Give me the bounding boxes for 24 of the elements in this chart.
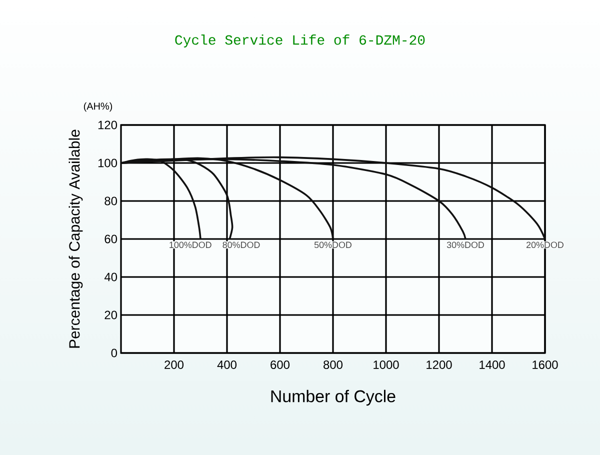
x-axis-title: Number of Cycle [271,390,396,406]
y-tick-label: 80 [104,196,118,206]
x-tick-label: 200 [164,360,184,369]
y-tick-label: 40 [104,272,118,282]
x-tick-label: 1400 [480,360,505,369]
text: (AH%) [84,102,112,112]
x-tick-label: 1600 [532,360,558,369]
y-tick-label: 100 [98,158,118,168]
y-tick-label: 20 [104,310,118,320]
x-tick-label: 600 [270,360,290,369]
x-tick-label: 800 [324,360,343,369]
x-tick-label: 400 [217,360,237,369]
series-label: 30%DOD [446,242,484,248]
series-label: 100%DOD [170,242,212,248]
series-label: 20%DOD [526,242,564,248]
y-tick-label: 60 [104,234,118,244]
chart-title: Cycle Service Life of 6-DZM-20 [175,34,425,48]
x-tick-label: 1000 [374,360,399,369]
x-tick-label: 1200 [426,360,452,369]
series-label: 50%DOD [314,242,352,248]
y-tick-label: 120 [98,120,118,130]
y-axis-title: Percentage of Capacity Available [68,130,83,348]
y-tick-label: 0 [111,348,118,358]
series-label: 80%DOD [222,242,260,248]
